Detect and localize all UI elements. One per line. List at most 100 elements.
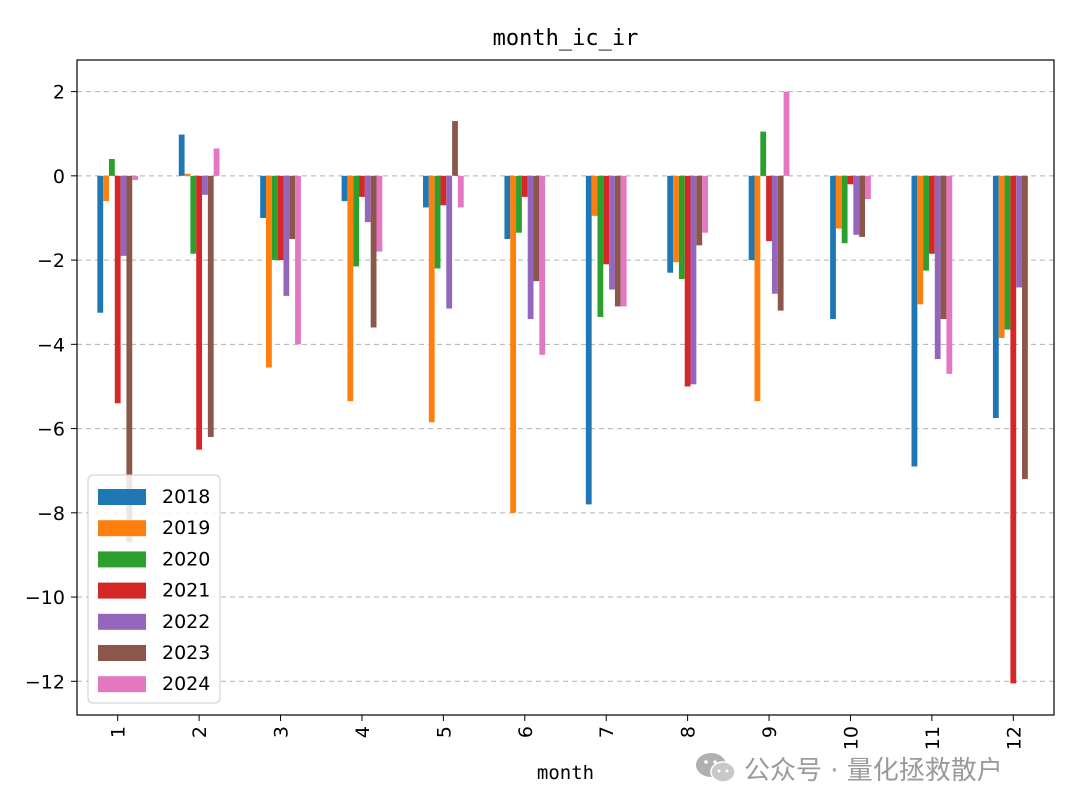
bar-2024-month-8 xyxy=(702,175,708,233)
bar-2019-month-3 xyxy=(266,175,272,368)
bar-2022-month-10 xyxy=(853,175,860,235)
legend-swatch-2021 xyxy=(98,582,146,599)
legend-swatch-2022 xyxy=(98,613,146,630)
bar-2020-month-12 xyxy=(1004,175,1011,330)
legend-swatch-2023 xyxy=(98,645,146,661)
bar-2022-month-3 xyxy=(283,175,290,296)
x-tick-label: 11 xyxy=(922,726,944,750)
x-tick-label: 5 xyxy=(433,726,455,738)
bar-2020-month-4 xyxy=(353,175,360,267)
bar-2021-month-8 xyxy=(684,175,691,387)
bar-2020-month-11 xyxy=(923,175,929,271)
bar-2020-month-5 xyxy=(434,175,441,269)
bar-2019-month-10 xyxy=(835,175,842,229)
bar-2023-month-4 xyxy=(370,175,377,328)
bar-2020-month-7 xyxy=(597,175,604,317)
x-axis-label: month xyxy=(537,762,594,784)
x-tick-label: 10 xyxy=(840,726,862,750)
bar-2022-month-6 xyxy=(527,175,534,320)
bar-2021-month-12 xyxy=(1010,175,1017,684)
bar-2019-month-5 xyxy=(428,175,435,423)
bar-2019-month-9 xyxy=(754,175,761,402)
bar-2018-month-12 xyxy=(992,175,999,419)
legend-label-2020: 2020 xyxy=(162,548,210,570)
bar-2019-month-6 xyxy=(510,175,517,513)
bar-2022-month-9 xyxy=(771,175,778,294)
x-tick-label: 2 xyxy=(189,726,211,738)
bar-2020-month-9 xyxy=(760,131,767,176)
bar-2018-month-10 xyxy=(830,175,836,320)
bar-2022-month-8 xyxy=(690,175,697,385)
bar-2022-month-2 xyxy=(202,175,208,195)
legend-label-2024: 2024 xyxy=(162,673,210,695)
bar-2019-month-12 xyxy=(998,175,1005,339)
bar-2022-month-4 xyxy=(364,175,371,223)
x-tick-label: 6 xyxy=(515,726,537,738)
y-tick-label: −6 xyxy=(37,419,65,441)
bar-2020-month-2 xyxy=(190,175,197,254)
y-tick-label: 2 xyxy=(53,82,65,104)
bar-2024-month-10 xyxy=(864,175,871,200)
legend-swatch-2018 xyxy=(98,489,146,505)
y-axis: 2 0 −2 −4 −6 −8 −10 −12 xyxy=(25,82,77,693)
y-tick-label: −10 xyxy=(25,587,65,609)
bar-2019-month-4 xyxy=(347,175,354,402)
bar-2021-month-11 xyxy=(928,175,935,254)
bar-series xyxy=(97,91,1028,684)
watermark: 公众号 · 量化拯救散户 xyxy=(694,748,1003,788)
legend-swatch-2020 xyxy=(98,551,146,568)
bar-2024-month-7 xyxy=(620,175,627,307)
bar-2021-month-7 xyxy=(603,175,610,265)
bar-2024-month-11 xyxy=(946,175,953,374)
bar-2024-month-6 xyxy=(539,175,546,355)
y-tick-label: −12 xyxy=(25,671,65,693)
bar-2022-month-1 xyxy=(120,175,127,256)
x-tick-label: 12 xyxy=(1003,726,1025,750)
bar-2024-month-5 xyxy=(457,175,464,208)
y-tick-label: 0 xyxy=(53,166,65,188)
bar-2020-month-10 xyxy=(841,175,848,244)
bar-2018-month-2 xyxy=(178,134,185,176)
bar-2023-month-9 xyxy=(777,175,784,311)
bar-2018-month-1 xyxy=(97,175,104,313)
bar-2021-month-10 xyxy=(847,175,854,185)
bar-2021-month-3 xyxy=(277,175,284,261)
bar-2019-month-1 xyxy=(103,175,109,202)
y-tick-label: −8 xyxy=(37,503,65,525)
legend-label-2018: 2018 xyxy=(162,486,210,508)
bar-2021-month-6 xyxy=(521,175,528,197)
bar-2023-month-12 xyxy=(1022,175,1028,480)
bar-2024-month-3 xyxy=(295,175,301,345)
bar-2019-month-11 xyxy=(917,175,924,305)
bar-2023-month-11 xyxy=(940,175,947,320)
bar-2023-month-1 xyxy=(126,175,133,543)
y-tick-label: −4 xyxy=(37,334,65,356)
bar-2018-month-5 xyxy=(423,175,429,208)
x-tick-label: 3 xyxy=(271,726,293,738)
bar-2023-month-3 xyxy=(289,175,296,240)
bar-2019-month-8 xyxy=(673,175,679,263)
axes-frame xyxy=(76,59,1055,716)
y-tick-label: −2 xyxy=(37,250,65,272)
chart-title: month_ic_ir xyxy=(493,26,639,51)
x-tick-label: 9 xyxy=(759,726,781,738)
bar-2018-month-7 xyxy=(585,175,592,505)
bar-2022-month-12 xyxy=(1016,175,1023,288)
bar-2020-month-1 xyxy=(108,158,115,176)
wechat-icon xyxy=(696,753,736,783)
watermark-text: 公众号 · 量化拯救散户 xyxy=(744,755,1003,786)
legend-label-2022: 2022 xyxy=(162,611,210,633)
bar-2021-month-5 xyxy=(440,175,447,206)
bar-2021-month-9 xyxy=(766,175,772,242)
bar-2018-month-4 xyxy=(341,175,348,202)
legend-label-2023: 2023 xyxy=(162,642,210,664)
bar-2019-month-7 xyxy=(591,175,598,216)
legend-label-2021: 2021 xyxy=(162,580,210,602)
bar-2022-month-7 xyxy=(609,175,615,290)
bar-2018-month-9 xyxy=(748,175,755,261)
x-tick-label: 8 xyxy=(678,726,700,738)
bar-2018-month-3 xyxy=(260,175,267,218)
bar-2018-month-8 xyxy=(667,175,674,273)
bar-2020-month-6 xyxy=(516,175,522,233)
